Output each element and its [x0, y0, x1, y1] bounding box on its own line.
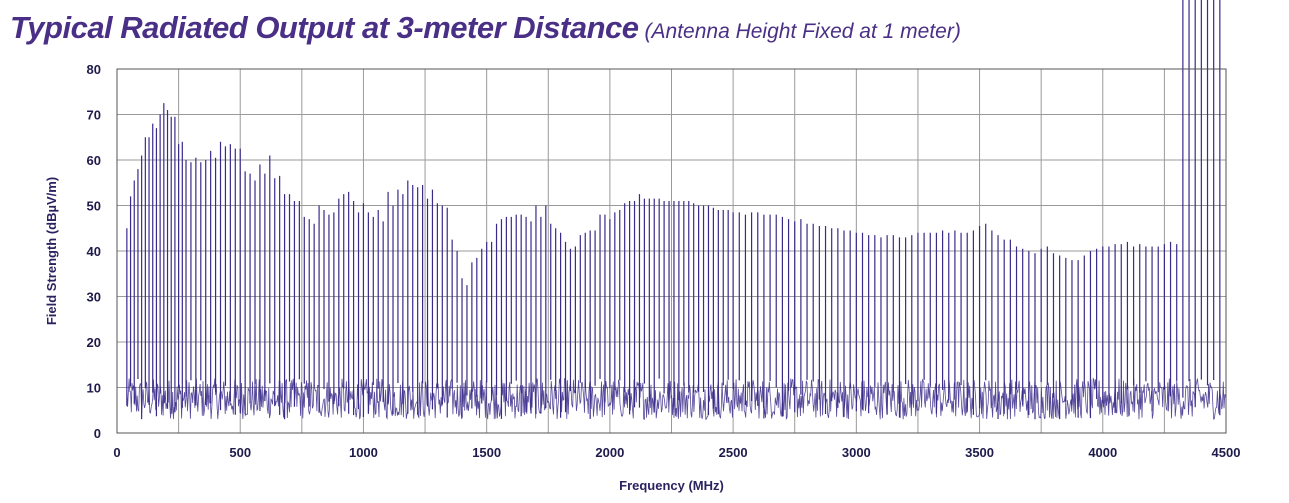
chart-subtitle: (Antenna Height Fixed at 1 meter) — [644, 20, 961, 43]
y-tick-label: 20 — [87, 335, 101, 350]
y-tick-label: 70 — [87, 108, 101, 123]
x-axis-ticks: 0 500 1000 1500 2000 2500 3000 3500 4000 4500 — [113, 445, 1240, 460]
x-tick-label: 4500 — [1212, 445, 1241, 460]
x-axis-label: Frequency (MHz) — [619, 478, 724, 493]
x-tick-label: 500 — [229, 445, 251, 460]
y-axis-ticks: 0 10 20 30 40 50 60 70 80 — [87, 62, 101, 441]
x-tick-label: 4000 — [1088, 445, 1117, 460]
plot-frame — [116, 68, 1227, 434]
chart-title-row: Typical Radiated Output at 3-meter Dista… — [10, 10, 961, 46]
y-axis-label: Field Strength (dBµV/m) — [44, 177, 59, 325]
y-tick-label: 10 — [87, 381, 101, 396]
x-tick-label: 2500 — [719, 445, 748, 460]
x-tick-label: 3500 — [965, 445, 994, 460]
y-tick-label: 30 — [87, 290, 101, 305]
data-trace — [126, 0, 1226, 421]
x-tick-label: 1000 — [349, 445, 378, 460]
y-tick-label: 60 — [87, 153, 101, 168]
y-tick-label: 50 — [87, 199, 101, 214]
noise-floor-trace — [126, 377, 1226, 421]
x-tick-label: 0 — [113, 445, 120, 460]
y-tick-label: 0 — [94, 426, 101, 441]
x-tick-label: 2000 — [595, 445, 624, 460]
y-tick-label: 40 — [87, 244, 101, 259]
x-tick-label: 3000 — [842, 445, 871, 460]
x-tick-label: 1500 — [472, 445, 501, 460]
chart-title: Typical Radiated Output at 3-meter Dista… — [10, 10, 639, 45]
y-tick-label: 80 — [87, 62, 101, 77]
